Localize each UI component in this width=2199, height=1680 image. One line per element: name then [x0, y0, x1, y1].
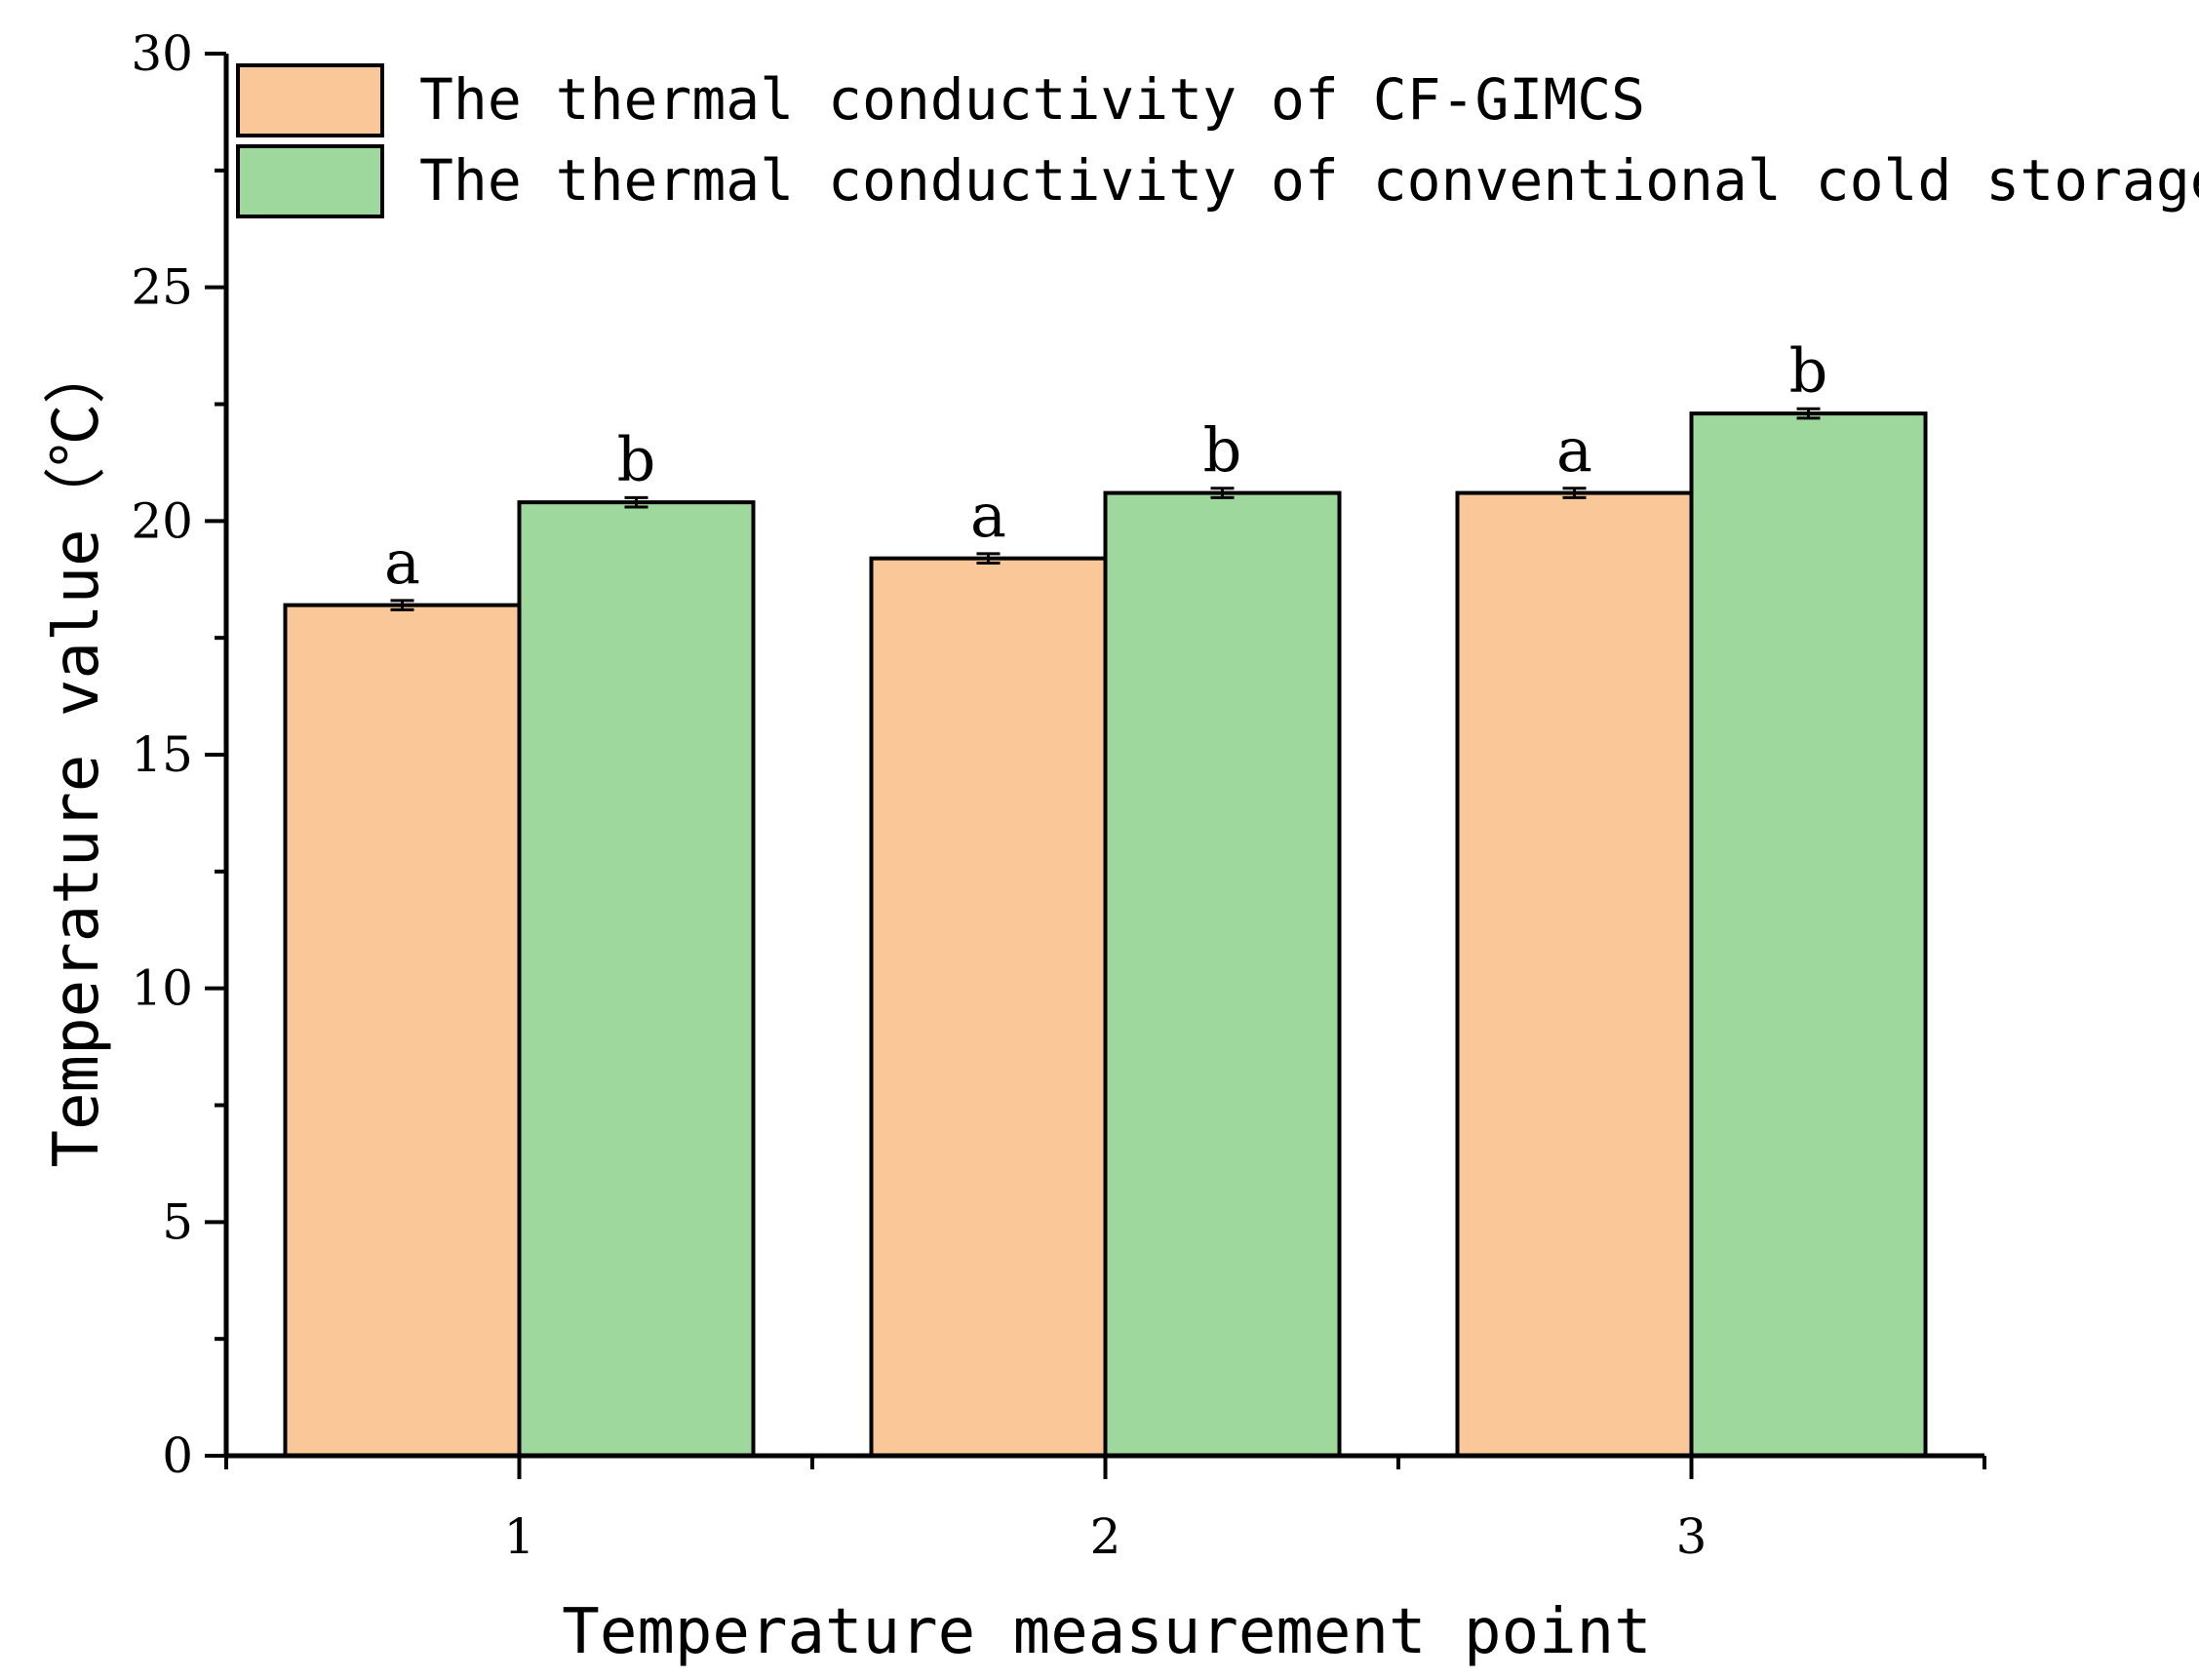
x-tick-label: 1	[504, 1508, 535, 1565]
significance-label: b	[617, 423, 656, 494]
significance-labels-layer: a a a b b b	[384, 334, 1827, 598]
y-tick-label: 10	[131, 960, 193, 1017]
legend: The thermal conductivity of CF-GIMCS The …	[236, 63, 2199, 218]
y-tick-label: 0	[162, 1427, 193, 1484]
bar-series1-point3	[1455, 490, 1694, 1459]
significance-label: b	[1203, 414, 1242, 486]
significance-label: a	[1556, 414, 1592, 486]
bar-series2-point3	[1689, 411, 1928, 1458]
legend-label-series1: The thermal conductivity of CF-GIMCS	[419, 66, 1645, 133]
legend-swatch-series1	[236, 63, 384, 137]
y-axis-title: Temperature value（℃）	[41, 341, 113, 1167]
y-tick-label: 25	[131, 259, 193, 316]
bars-layer	[283, 411, 1928, 1459]
x-axis-title: Temperature measurement point	[562, 1596, 1651, 1668]
x-tick-label: 2	[1090, 1508, 1121, 1565]
significance-label: a	[970, 480, 1006, 551]
y-tick-label: 5	[162, 1193, 193, 1250]
x-tick-label: 3	[1676, 1508, 1708, 1565]
legend-swatch-series2	[236, 144, 384, 218]
y-tick-label: 15	[131, 726, 193, 783]
x-ticks-layer: 1 2 3	[224, 1456, 1986, 1565]
error-bars-layer	[390, 407, 1821, 611]
significance-label: a	[384, 527, 420, 598]
bar-series2-point1	[517, 500, 756, 1458]
bar-series1-point1	[283, 603, 522, 1458]
y-tick-label: 30	[131, 25, 193, 82]
bar-series2-point2	[1103, 490, 1342, 1459]
significance-label: b	[1789, 334, 1828, 406]
y-tick-label: 20	[131, 492, 193, 549]
bar-series1-point2	[869, 556, 1108, 1458]
y-ticks-layer: 0 5 10 15 20 25 30	[131, 25, 226, 1484]
legend-label-series2: The thermal conductivity of conventional…	[419, 147, 2199, 214]
